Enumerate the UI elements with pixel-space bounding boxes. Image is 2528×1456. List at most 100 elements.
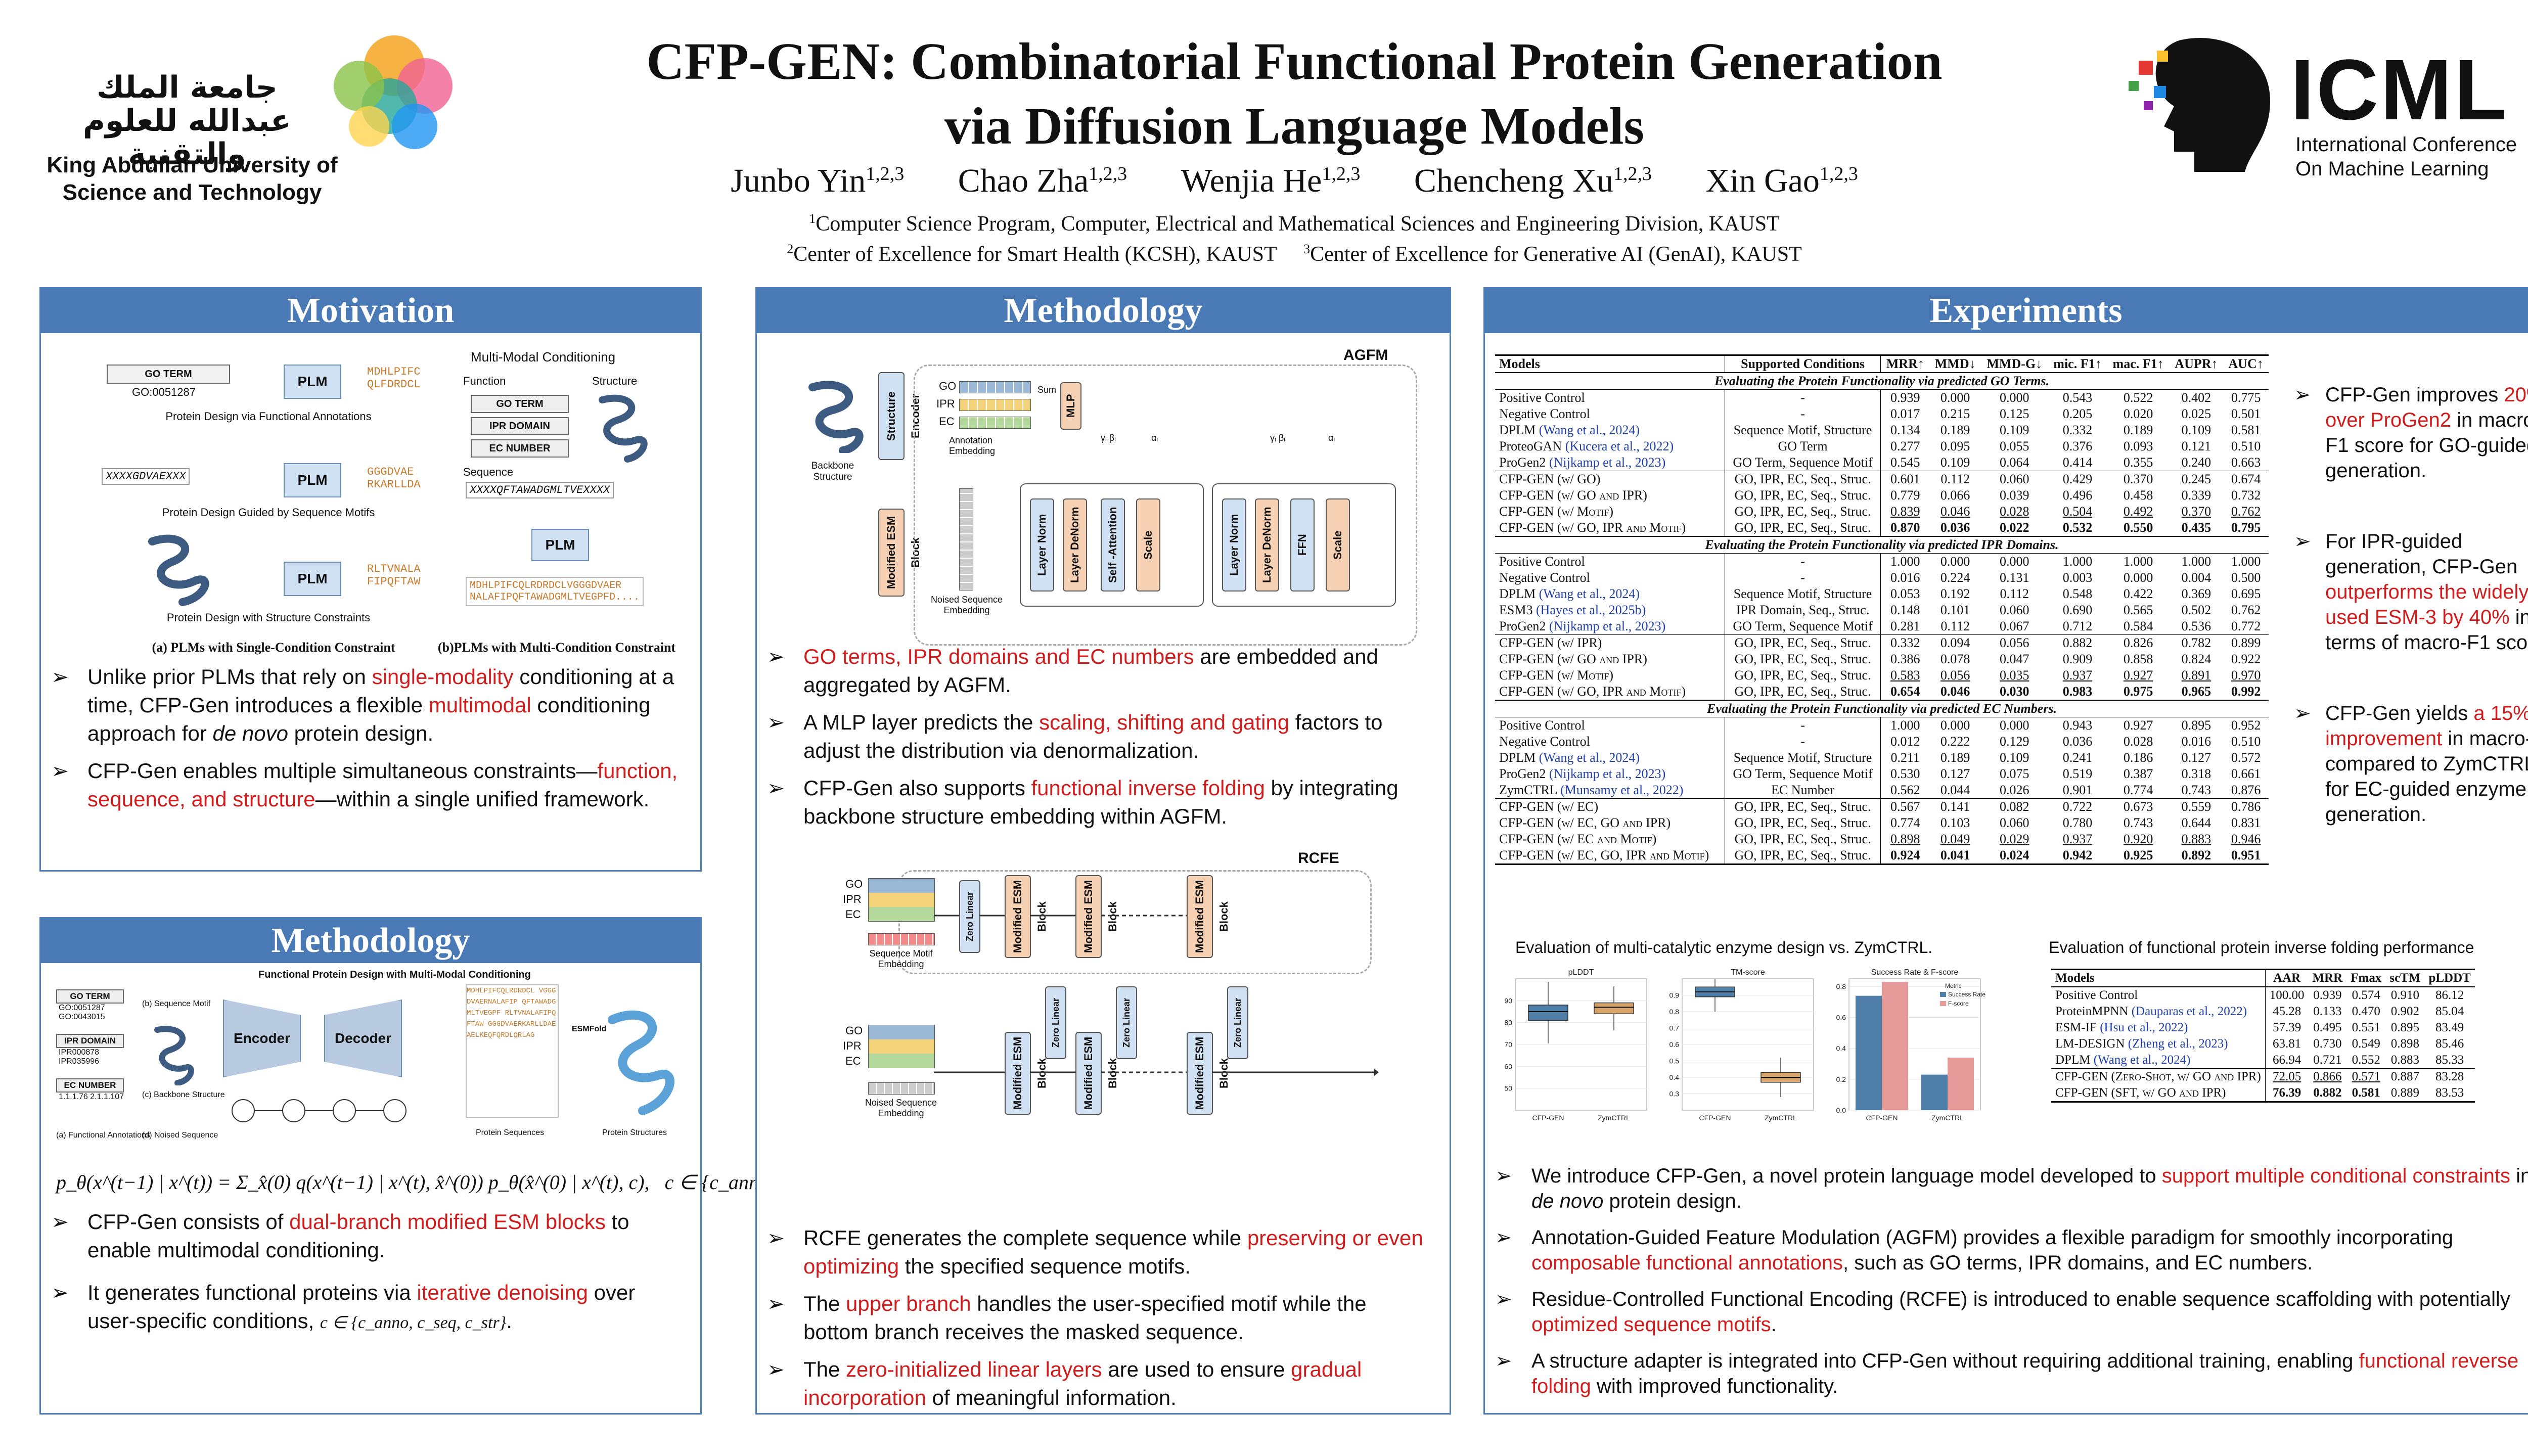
cell-value: 1.000 <box>1880 553 1930 570</box>
mm-structure-icon <box>599 394 648 463</box>
agfm-mlp: MLP <box>1060 382 1081 430</box>
cell-value: 0.067 <box>2000 619 2029 633</box>
author: Xin Gao1,2,3 <box>1705 162 1858 199</box>
cell-value: 0.370 <box>2181 504 2211 519</box>
rcfe-ipr-bottom: IPR <box>843 1039 862 1052</box>
fold-cell-value: 0.721 <box>2313 1053 2342 1067</box>
cell-value: 0.891 <box>2181 668 2211 682</box>
cell-value: 0.277 <box>1880 438 1930 454</box>
fold-cell-value: 0.939 <box>2313 988 2342 1002</box>
cell-model: CFP-GEN (w/ GO) <box>1495 471 1725 487</box>
cell-value: 0.831 <box>2231 815 2261 830</box>
affiliation-1: 1Computer Science Program, Computer, Ele… <box>809 211 1780 236</box>
cell-value: 0.695 <box>2231 586 2261 601</box>
side-note-2: For IPR-guided generation, CFP-Gen outpe… <box>2294 529 2528 655</box>
fold-row: Positive Control 100.00 0.939 0.574 0.910 86.… <box>2051 987 2475 1004</box>
cell-value: 0.414 <box>2062 455 2093 470</box>
cell-value: 0.332 <box>1880 634 1930 651</box>
cell-value: 0.674 <box>2223 471 2269 487</box>
cell-value: 0.095 <box>1940 439 1970 453</box>
icml-subtitle: International Conference On Machine Lear… <box>2295 132 2517 181</box>
cell-value: 0.924 <box>1880 847 1930 865</box>
kaust-name-line1: King Abdullah University of <box>47 153 338 177</box>
cell-value: 0.129 <box>2000 734 2029 749</box>
caption-b: (b)PLMs with Multi-Condition Constraint <box>437 640 676 655</box>
rcfe-top-motif <box>868 933 935 945</box>
fold-cell-model: CFP-GEN (Zero-Shot, w/ GO and IPR) <box>2051 1068 2266 1085</box>
chart-tick-label: 0.6 <box>1836 1013 1846 1021</box>
cell-conditions: GO, IPR, EC, Seq., Struc. <box>1724 634 1881 651</box>
fold-cell-model: ProteinMPNN (Dauparas et al., 2022) <box>2055 1005 2247 1018</box>
cell-conditions: - <box>1724 570 1881 586</box>
cell-value: 0.109 <box>1940 455 1970 470</box>
cell-conditions: GO Term, Sequence Motif <box>1724 618 1881 635</box>
motivation-figure: GO TERM GO:0051287 PLM MDHLPIFC QLFDRDCL … <box>86 344 675 658</box>
cell-conditions: GO, IPR, EC, Seq., Struc. <box>1724 815 1881 831</box>
cell-value: 0.510 <box>2231 439 2261 453</box>
chart-tick-label: 0.2 <box>1836 1075 1846 1083</box>
icml-subtitle-line2: On Machine Learning <box>2295 158 2489 180</box>
th-micf1: mic. F1↑ <box>2048 354 2107 373</box>
cell-value: 0.722 <box>2048 798 2107 815</box>
fold-cell-value: 0.895 <box>2390 1021 2420 1034</box>
cell-value: 0.024 <box>1981 847 2048 865</box>
cell-value: 0.056 <box>1940 668 1970 682</box>
cell-value: 0.965 <box>2181 684 2211 699</box>
side-note-1: CFP-Gen improves 20% over ProGen2 in mac… <box>2294 382 2528 483</box>
methodology-left-heading: Methodology <box>41 919 700 963</box>
methodology-left-bullets: CFP-Gen consists of dual-branch modified… <box>51 1208 683 1346</box>
cell-conditions: Sequence Motif, Structure <box>1724 422 1881 438</box>
fold-cell-value: 83.53 <box>2424 1085 2475 1103</box>
cell-value: 0.055 <box>2000 439 2029 453</box>
fold-cell-value: 63.81 <box>2265 1036 2309 1052</box>
legend-swatch <box>1940 1001 1946 1006</box>
table-section-title: Evaluating the Protein Functionality via… <box>1495 372 2269 390</box>
fold-row-ours: CFP-GEN (SFT, w/ GO and IPR) 76.39 0.882 0.… <box>2051 1085 2475 1103</box>
cell-value: 0.909 <box>2062 652 2093 666</box>
cell-value: 0.654 <box>1880 684 1930 700</box>
cell-value: 1.000 <box>2123 554 2153 569</box>
cell-value: 0.369 <box>2181 586 2211 601</box>
cell-model: CFP-GEN (w/ GO, IPR and Motif) <box>1499 684 1686 699</box>
ml-cap-b: (b) Sequence Motif <box>142 999 211 1008</box>
table-row: Negative Control -0.016 0.224 0.131 0.003 0.0… <box>1495 570 2269 586</box>
fold-cell-model: ESM-IF (Hsu et al., 2022) <box>2055 1021 2188 1034</box>
cell-value: 0.318 <box>2181 766 2211 781</box>
cell-model: Positive Control <box>1499 390 1585 405</box>
mm-plm-block: PLM <box>531 529 589 561</box>
chart-tick-label: 60 <box>1504 1062 1512 1070</box>
rcfe-bottom-emb <box>868 1025 935 1068</box>
seq-output-2: GGGDVAE RKARLLDA <box>367 466 421 491</box>
mm-go-chip: GO TERM <box>471 395 569 413</box>
cell-value: 0.131 <box>2000 570 2029 585</box>
cell-value: 0.093 <box>2123 439 2153 453</box>
function-label: Function <box>463 375 506 387</box>
cell-value: 0.039 <box>2000 488 2029 503</box>
cell-value: 0.112 <box>1940 619 1970 633</box>
cell-value: 0.205 <box>2062 406 2093 421</box>
fold-cell-value: 83.28 <box>2424 1068 2475 1085</box>
agfm-backbone-icon <box>808 381 864 453</box>
experiments-side-notes: CFP-Gen improves 20% over ProGen2 in mac… <box>2294 382 2528 836</box>
cell-value: 0.046 <box>1940 504 1970 519</box>
th-mmdg: MMD-G↓ <box>1981 354 2048 373</box>
cell-value: 0.066 <box>1940 488 1970 503</box>
cell-value: 0.774 <box>2123 783 2153 797</box>
ml-ec-ids: 1.1.1.76 2.1.1.107 <box>59 1093 124 1101</box>
chart-tick-label: 0.8 <box>1836 982 1846 990</box>
chart-title: pLDDT <box>1568 968 1594 977</box>
cell-value: 0.060 <box>2000 815 2029 830</box>
agfm-scale-2: Scale <box>1326 498 1350 592</box>
ml-fig-title: Functional Protein Design with Multi-Mod… <box>258 969 531 980</box>
cell-value: 0.937 <box>2062 668 2093 682</box>
ml-structure-icon <box>154 1026 194 1085</box>
cell-value: 0.222 <box>1940 734 1970 749</box>
cell-value: 0.899 <box>2223 634 2269 651</box>
cell-model: DPLM (Wang et al., 2024) <box>1499 586 1640 601</box>
chart-category-label: CFP-GEN <box>1699 1114 1731 1122</box>
agfm-scale-1: Scale <box>1136 498 1160 592</box>
exp-bullet-2: Annotation-Guided Feature Modulation (AG… <box>1495 1225 2528 1276</box>
fold-th-mrr: MRR <box>2308 969 2347 987</box>
cell-model: CFP-GEN (w/ IPR) <box>1495 634 1725 651</box>
agfm-esm-block-left: Modified ESM Block <box>878 509 922 597</box>
